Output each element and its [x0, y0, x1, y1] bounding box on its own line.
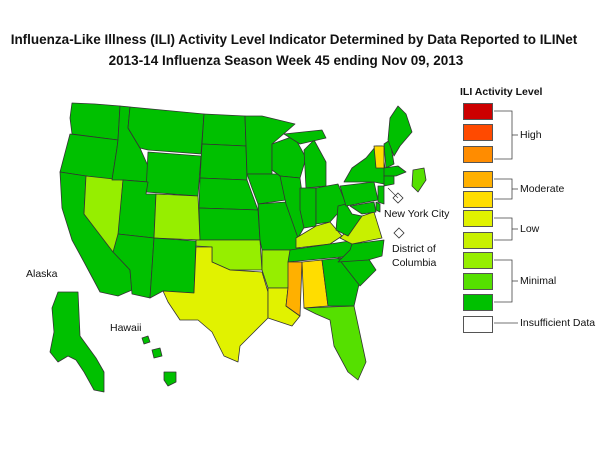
legend-group-high: High: [520, 129, 542, 141]
legend-swatch-level-10: [463, 103, 493, 120]
state-MD[interactable]: [349, 201, 377, 215]
legend-swatch-level-4: [463, 232, 493, 249]
legend-swatch-level-9: [463, 124, 493, 141]
legend-swatch-level-7: [463, 171, 493, 188]
nyc-leader: [387, 187, 399, 199]
state-DE[interactable]: [375, 201, 381, 213]
state-HI-c[interactable]: [151, 347, 163, 359]
legend-group-moderate: Moderate: [520, 183, 565, 195]
nyc-label: New York City: [384, 208, 450, 220]
state-MA[interactable]: [383, 165, 407, 177]
state-RI[interactable]: [411, 167, 427, 193]
state-NH[interactable]: [383, 139, 395, 169]
state-CT[interactable]: [383, 175, 395, 187]
state-FL[interactable]: [303, 305, 367, 381]
dc-label-line2: Columbia: [392, 257, 437, 269]
legend-group-low: Low: [520, 223, 540, 235]
dc-marker[interactable]: [393, 227, 405, 239]
legend-title: ILI Activity Level: [460, 86, 543, 98]
map-title: Influenza-Like Illness (ILI) Activity Le…: [10, 32, 578, 47]
state-MI[interactable]: [303, 139, 327, 189]
state-IA[interactable]: [246, 173, 287, 205]
state-IN[interactable]: [299, 187, 317, 229]
legend-group-insufficient: Insufficient Data: [520, 317, 596, 329]
state-HI[interactable]: [163, 371, 177, 387]
state-NJ[interactable]: [377, 185, 385, 205]
map-subtitle: 2013-14 Influenza Season Week 45 ending …: [108, 53, 464, 68]
state-MS[interactable]: [285, 261, 303, 317]
state-TX[interactable]: [162, 246, 269, 363]
legend-swatch-level-1: [463, 294, 493, 311]
state-NC[interactable]: [337, 239, 385, 263]
legend-swatch-level-2: [463, 273, 493, 290]
legend-swatch-level-6: [463, 191, 493, 208]
hawaii-label: Hawaii: [110, 322, 142, 334]
legend-swatch-level-5: [463, 210, 493, 227]
legend-group-minimal: Minimal: [520, 275, 557, 287]
state-ME[interactable]: [387, 105, 413, 157]
legend-swatch-level-3: [463, 252, 493, 269]
state-IL[interactable]: [279, 175, 307, 239]
alaska-label: Alaska: [26, 268, 58, 280]
state-AK[interactable]: [49, 291, 105, 393]
state-HI-b[interactable]: [141, 335, 151, 345]
legend-swatch-level-8: [463, 146, 493, 163]
state-MI-up[interactable]: [283, 129, 327, 145]
legend-swatch-level-0: [463, 316, 493, 333]
dc-label-line1: District of: [392, 243, 436, 255]
